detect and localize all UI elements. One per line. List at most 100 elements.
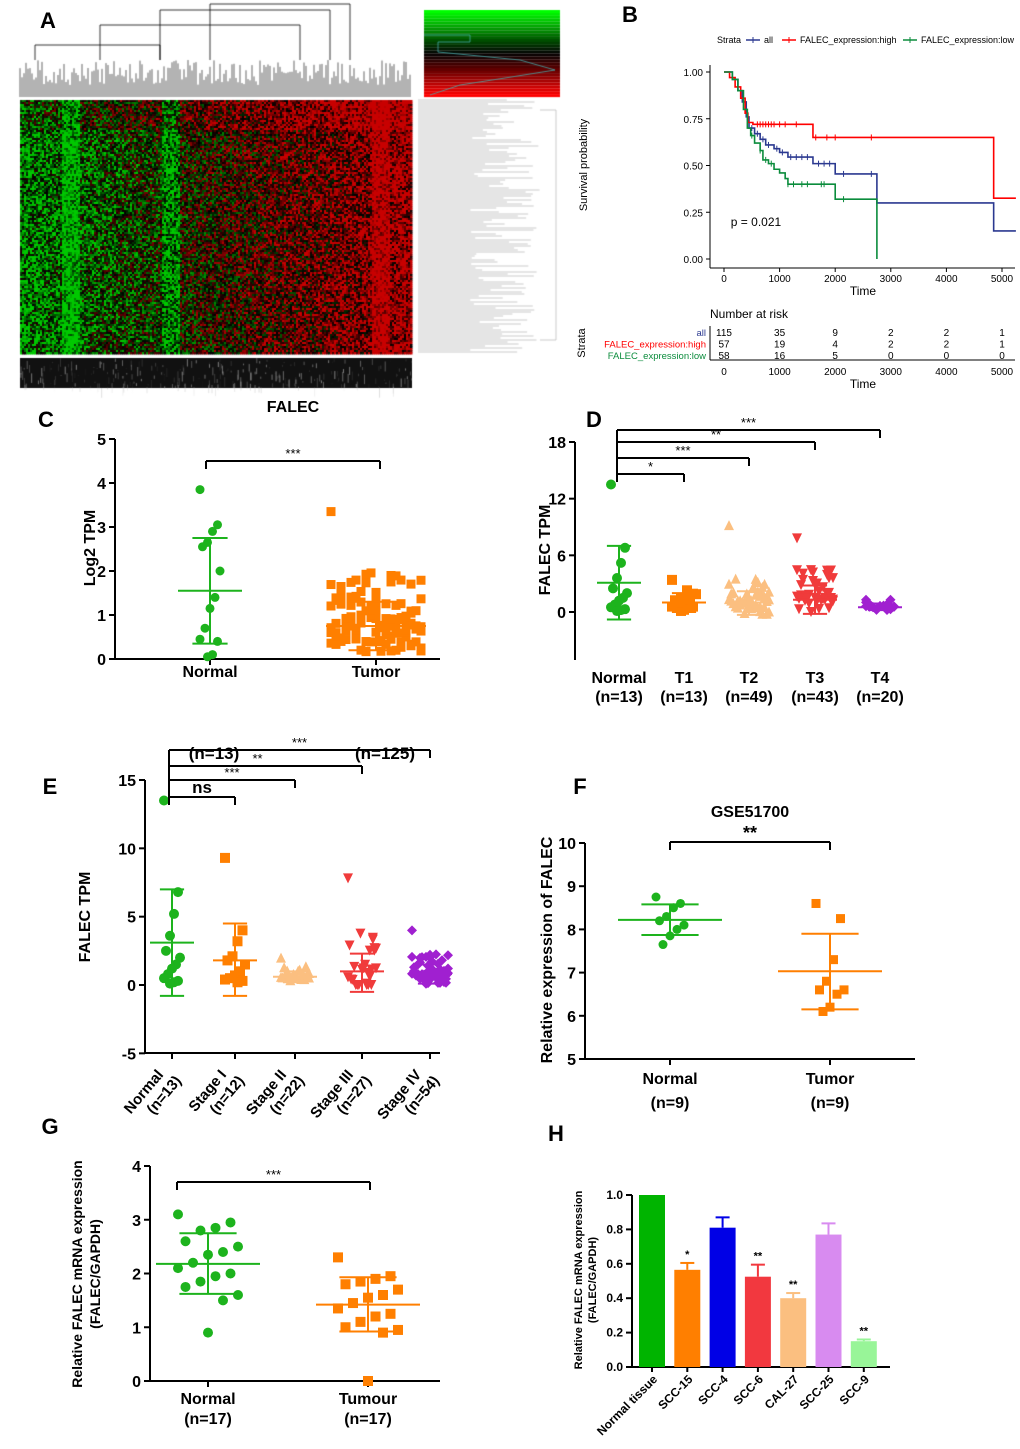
significance-label: * xyxy=(648,459,653,474)
data-point-circle xyxy=(616,557,626,568)
y-tick-label: 7 xyxy=(567,966,576,983)
risk-value: 19 xyxy=(774,340,786,351)
data-point-circle xyxy=(210,1271,221,1282)
data-point-square xyxy=(396,599,406,609)
data-point-square xyxy=(355,1316,366,1327)
group-label: (n=13) xyxy=(660,689,708,706)
y-axis-label: (FALEC/GAPDH) xyxy=(587,1237,599,1324)
data-point-square xyxy=(411,606,421,616)
risk-value: 16 xyxy=(774,351,786,362)
group-3 xyxy=(340,873,384,993)
data-point-square xyxy=(688,601,698,612)
group-label: Normal xyxy=(591,670,646,687)
data-point-square xyxy=(351,591,361,601)
data-point-circle xyxy=(180,1236,191,1247)
data-point-square xyxy=(351,634,361,644)
data-point-square xyxy=(346,619,356,629)
data-point-square xyxy=(361,637,371,647)
category-label: SCC-9 xyxy=(837,1372,873,1408)
y-tick-label: 0 xyxy=(132,1374,141,1391)
data-point-diamond xyxy=(437,973,447,984)
data-point-square xyxy=(361,578,371,588)
data-point-circle xyxy=(218,1295,228,1306)
data-point-square xyxy=(386,577,396,587)
data-point-circle xyxy=(608,583,618,594)
panel-label-a: A xyxy=(40,8,56,33)
group-label: T3 xyxy=(806,670,825,687)
data-point-square xyxy=(341,613,351,623)
x-tick-label: 3000 xyxy=(880,274,903,285)
data-point-circle xyxy=(213,520,222,530)
data-point-diamond xyxy=(443,950,453,961)
data-point-square xyxy=(811,898,821,908)
y-tick-label: 0.00 xyxy=(684,255,704,266)
data-point-triangle-down xyxy=(806,565,816,576)
data-point-circle xyxy=(173,1263,183,1274)
data-point-circle xyxy=(620,542,630,553)
bar-chart-h: 0.0 0.2 0.4 0.6 0.8 1.0 Relative FALEC mRNA ex… xyxy=(573,1188,890,1438)
data-point-square xyxy=(326,601,336,611)
group-4 xyxy=(407,925,453,989)
data-point-triangle xyxy=(748,581,759,592)
y-tick-label: 0.75 xyxy=(684,115,704,126)
risk-value: 0 xyxy=(999,351,1005,362)
data-point-triangle xyxy=(279,962,290,973)
x-tick-label: 4000 xyxy=(935,274,958,285)
group-label: (n=20) xyxy=(856,689,904,706)
data-point-square xyxy=(829,955,838,965)
y-tick-label: 10 xyxy=(118,841,136,858)
annotation-n125: (n=125) xyxy=(355,744,415,763)
risk-value: 2 xyxy=(944,340,950,351)
data-point-circle xyxy=(188,1257,198,1268)
data-point-square xyxy=(346,592,356,602)
chart-title: GSE51700 xyxy=(711,804,789,821)
data-point-square xyxy=(676,593,686,604)
data-point-square xyxy=(356,618,366,628)
risk-x-tick-label: 0 xyxy=(721,367,727,378)
group-2 xyxy=(724,520,774,619)
y-tick-label: 1 xyxy=(97,608,106,625)
y-tick-label: 2 xyxy=(97,564,106,581)
data-point-square xyxy=(815,985,824,995)
data-point-triangle-down xyxy=(796,580,806,591)
data-point-square xyxy=(378,1327,388,1338)
data-point-triangle-down xyxy=(798,568,808,579)
risk-table-title: Number at risk xyxy=(710,307,789,321)
data-point-square xyxy=(667,574,677,585)
group-label: Normal xyxy=(642,1071,697,1088)
data-point-square xyxy=(355,1276,366,1287)
data-point-circle xyxy=(672,924,682,934)
panel-label-h: H xyxy=(548,1121,564,1146)
data-point-square xyxy=(411,624,421,634)
data-point-circle xyxy=(180,1281,191,1292)
data-point-square xyxy=(836,914,845,924)
data-point-square xyxy=(331,631,341,641)
data-point-triangle-down xyxy=(814,603,824,614)
y-tick-label: 0 xyxy=(557,605,566,622)
panel-label-f: F xyxy=(573,774,586,799)
data-point-square xyxy=(416,575,426,585)
scatter-plot-d: 0 6 12 18 FALEC TPM Normal (n=13) T1 (n=13) T2 (n=… xyxy=(537,415,904,706)
y-tick-label: 0 xyxy=(127,978,136,995)
x-tick-label: 2000 xyxy=(824,274,847,285)
data-point-circle xyxy=(198,542,207,552)
data-point-square xyxy=(331,593,341,603)
y-tick-label: 3 xyxy=(97,520,106,537)
data-point-triangle-down xyxy=(367,932,378,943)
group-0 xyxy=(597,479,641,621)
y-tick-label: 15 xyxy=(118,773,136,790)
data-point-circle xyxy=(165,930,175,941)
y-tick-label: 5 xyxy=(567,1052,576,1069)
group-label: (n=13) xyxy=(595,689,643,706)
data-point-square xyxy=(366,568,376,578)
panel-label-g: G xyxy=(41,1114,58,1139)
data-point-square xyxy=(346,577,356,587)
data-point-square xyxy=(682,589,692,600)
data-point-triangle-down xyxy=(344,940,355,951)
category-label: SCC-15 xyxy=(655,1372,695,1412)
data-point-circle xyxy=(161,945,171,956)
data-point-square xyxy=(341,635,351,645)
data-point-square xyxy=(381,599,391,609)
